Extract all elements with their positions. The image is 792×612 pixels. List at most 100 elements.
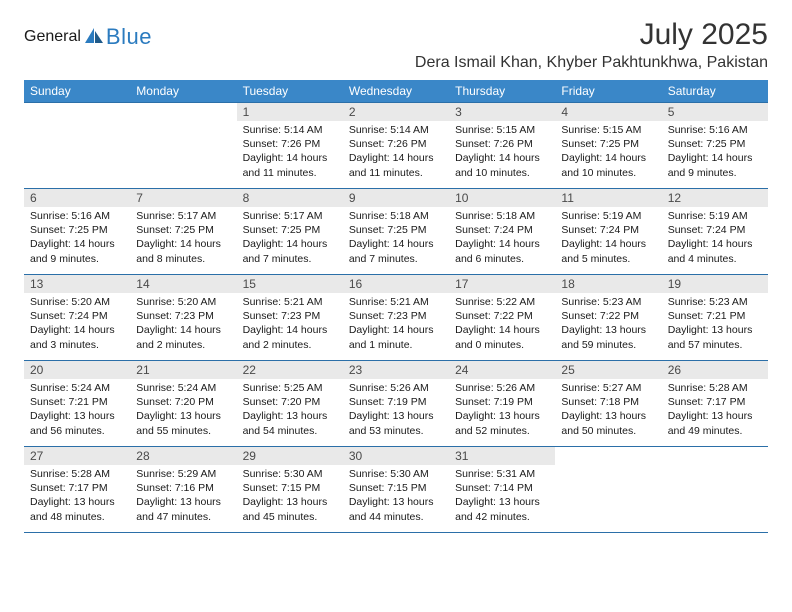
sunrise-line: Sunrise: 5:26 AM	[455, 381, 549, 395]
cell-body: Sunrise: 5:23 AMSunset: 7:22 PMDaylight:…	[555, 293, 661, 356]
daynum-bar: 10	[449, 188, 555, 207]
sunset-line: Sunset: 7:22 PM	[455, 309, 549, 323]
calendar-row: 13Sunrise: 5:20 AMSunset: 7:24 PMDayligh…	[24, 274, 768, 360]
sunset-line: Sunset: 7:19 PM	[455, 395, 549, 409]
calendar-cell: 24 Sunrise: 5:26 AMSunset: 7:19 PMDayligh…	[449, 360, 555, 446]
bottom-rule	[24, 532, 768, 533]
daynum-bar: 13	[24, 274, 130, 293]
daynum-bar: 23	[343, 360, 449, 379]
cell-body: Sunrise: 5:22 AMSunset: 7:22 PMDaylight:…	[449, 293, 555, 356]
daynum-bar: 7	[130, 188, 236, 207]
daynum-bar: 19	[662, 274, 768, 293]
calendar-cell: 27Sunrise: 5:28 AMSunset: 7:17 PMDayligh…	[24, 446, 130, 532]
daylight-line: Daylight: 14 hours and 6 minutes.	[455, 237, 549, 265]
cell-body: Sunrise: 5:24 AMSunset: 7:20 PMDaylight:…	[130, 379, 236, 442]
sunrise-line: Sunrise: 5:17 AM	[243, 209, 337, 223]
daylight-line: Daylight: 13 hours and 53 minutes.	[349, 409, 443, 437]
sunrise-line: Sunrise: 5:15 AM	[561, 123, 655, 137]
daynum-bar: 30	[343, 446, 449, 465]
sunset-line: Sunset: 7:15 PM	[243, 481, 337, 495]
daynum-bar-empty	[130, 102, 236, 120]
cell-body: Sunrise: 5:30 AMSunset: 7:15 PMDaylight:…	[237, 465, 343, 528]
daylight-line: Daylight: 13 hours and 49 minutes.	[668, 409, 762, 437]
sunset-line: Sunset: 7:20 PM	[136, 395, 230, 409]
sunrise-line: Sunrise: 5:28 AM	[30, 467, 124, 481]
sunrise-line: Sunrise: 5:23 AM	[668, 295, 762, 309]
daylight-line: Daylight: 14 hours and 1 minute.	[349, 323, 443, 351]
daynum-bar: 4	[555, 102, 661, 121]
calendar-cell: 9Sunrise: 5:18 AMSunset: 7:25 PMDaylight…	[343, 188, 449, 274]
cell-body: Sunrise: 5:18 AMSunset: 7:24 PMDaylight:…	[449, 207, 555, 270]
daylight-line: Daylight: 14 hours and 9 minutes.	[668, 151, 762, 179]
daylight-line: Daylight: 13 hours and 54 minutes.	[243, 409, 337, 437]
daynum-bar-empty	[662, 446, 768, 464]
sunrise-line: Sunrise: 5:26 AM	[349, 381, 443, 395]
calendar-cell: 15 Sunrise: 5:21 AMSunset: 7:23 PMDayligh…	[237, 274, 343, 360]
daylight-line: Daylight: 14 hours and 3 minutes.	[30, 323, 124, 351]
sunset-line: Sunset: 7:26 PM	[243, 137, 337, 151]
sunrise-line: Sunrise: 5:21 AM	[243, 295, 337, 309]
brand-text-general: General	[24, 28, 81, 46]
calendar-cell: 14Sunrise: 5:20 AMSunset: 7:23 PMDayligh…	[130, 274, 236, 360]
daynum-bar: 24	[449, 360, 555, 379]
daynum-bar: 22	[237, 360, 343, 379]
calendar-cell: 29Sunrise: 5:30 AMSunset: 7:15 PMDayligh…	[237, 446, 343, 532]
daylight-line: Daylight: 14 hours and 4 minutes.	[668, 237, 762, 265]
sunset-line: Sunset: 7:17 PM	[668, 395, 762, 409]
cell-body: Sunrise: 5:16 AMSunset: 7:25 PMDaylight:…	[662, 121, 768, 184]
sunset-line: Sunset: 7:24 PM	[561, 223, 655, 237]
cell-body: Sunrise: 5:14 AMSunset: 7:26 PMDaylight:…	[237, 121, 343, 184]
calendar-cell: 23Sunrise: 5:26 AMSunset: 7:19 PMDayligh…	[343, 360, 449, 446]
calendar-cell: 8Sunrise: 5:17 AMSunset: 7:25 PMDaylight…	[237, 188, 343, 274]
sail-icon	[84, 26, 104, 49]
sunrise-line: Sunrise: 5:27 AM	[561, 381, 655, 395]
sunrise-line: Sunrise: 5:29 AM	[136, 467, 230, 481]
daylight-line: Daylight: 14 hours and 7 minutes.	[349, 237, 443, 265]
sunset-line: Sunset: 7:20 PM	[243, 395, 337, 409]
daylight-line: Daylight: 13 hours and 52 minutes.	[455, 409, 549, 437]
sunrise-line: Sunrise: 5:14 AM	[349, 123, 443, 137]
calendar-cell: 16Sunrise: 5:21 AMSunset: 7:23 PMDayligh…	[343, 274, 449, 360]
daylight-line: Daylight: 13 hours and 45 minutes.	[243, 495, 337, 523]
cell-body: Sunrise: 5:29 AMSunset: 7:16 PMDaylight:…	[130, 465, 236, 528]
daynum-bar: 29	[237, 446, 343, 465]
brand-text-blue: Blue	[106, 24, 152, 50]
sunrise-line: Sunrise: 5:23 AM	[561, 295, 655, 309]
sunrise-line: Sunrise: 5:24 AM	[30, 381, 124, 395]
calendar-table: SundayMondayTuesdayWednesdayThursdayFrid…	[24, 80, 768, 532]
cell-body: Sunrise: 5:24 AMSunset: 7:21 PMDaylight:…	[24, 379, 130, 442]
sunrise-line: Sunrise: 5:17 AM	[136, 209, 230, 223]
daynum-bar: 17	[449, 274, 555, 293]
calendar-cell: 7Sunrise: 5:17 AMSunset: 7:25 PMDaylight…	[130, 188, 236, 274]
daylight-line: Daylight: 14 hours and 2 minutes.	[243, 323, 337, 351]
cell-body: Sunrise: 5:17 AMSunset: 7:25 PMDaylight:…	[130, 207, 236, 270]
calendar-cell: 1Sunrise: 5:14 AMSunset: 7:26 PMDaylight…	[237, 102, 343, 188]
cell-body: Sunrise: 5:28 AMSunset: 7:17 PMDaylight:…	[662, 379, 768, 442]
sunrise-line: Sunrise: 5:18 AM	[349, 209, 443, 223]
daylight-line: Daylight: 13 hours and 56 minutes.	[30, 409, 124, 437]
sunset-line: Sunset: 7:25 PM	[561, 137, 655, 151]
daynum-bar-empty	[555, 446, 661, 464]
cell-body: Sunrise: 5:14 AMSunset: 7:26 PMDaylight:…	[343, 121, 449, 184]
cell-body: Sunrise: 5:20 AMSunset: 7:23 PMDaylight:…	[130, 293, 236, 356]
sunset-line: Sunset: 7:23 PM	[349, 309, 443, 323]
daylight-line: Daylight: 14 hours and 5 minutes.	[561, 237, 655, 265]
sunset-line: Sunset: 7:21 PM	[668, 309, 762, 323]
sunset-line: Sunset: 7:25 PM	[668, 137, 762, 151]
daynum-bar: 26	[662, 360, 768, 379]
daynum-bar: 15	[237, 274, 343, 293]
calendar-cell: 13Sunrise: 5:20 AMSunset: 7:24 PMDayligh…	[24, 274, 130, 360]
day-header: Friday	[555, 80, 661, 102]
daynum-bar: 2	[343, 102, 449, 121]
sunrise-line: Sunrise: 5:22 AM	[455, 295, 549, 309]
daylight-line: Daylight: 13 hours and 44 minutes.	[349, 495, 443, 523]
sunset-line: Sunset: 7:21 PM	[30, 395, 124, 409]
cell-body: Sunrise: 5:21 AMSunset: 7:23 PMDaylight:…	[343, 293, 449, 356]
calendar-cell: 31Sunrise: 5:31 AMSunset: 7:14 PMDayligh…	[449, 446, 555, 532]
sunset-line: Sunset: 7:23 PM	[136, 309, 230, 323]
daynum-bar: 21	[130, 360, 236, 379]
daynum-bar: 28	[130, 446, 236, 465]
daylight-line: Daylight: 14 hours and 9 minutes.	[30, 237, 124, 265]
calendar-cell	[555, 446, 661, 532]
sunset-line: Sunset: 7:23 PM	[243, 309, 337, 323]
